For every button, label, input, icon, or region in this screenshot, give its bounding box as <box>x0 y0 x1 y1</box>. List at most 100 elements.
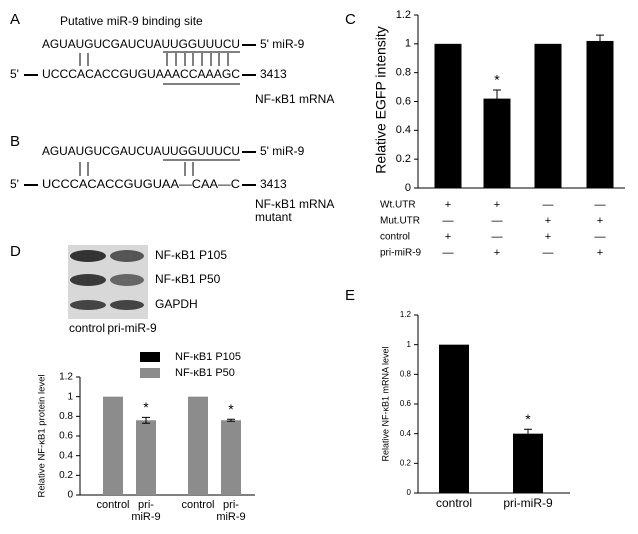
y-tick-label: 0.4 <box>400 429 412 438</box>
mrna-seq: UCCCACACCGUGUAA—CAA—C <box>42 177 240 191</box>
band-label: NF-κB1 P50 <box>155 272 221 286</box>
condition-sign: + <box>597 215 603 227</box>
y-tick-label: 0.8 <box>59 411 73 422</box>
condition-sign: + <box>445 199 451 211</box>
bar <box>103 396 123 495</box>
bar <box>439 344 469 493</box>
mirna-seq: AGUAUGUCGAUCUAUUGGUUUCU <box>42 37 240 51</box>
annotation: * <box>525 411 531 427</box>
legend-label: NF-κB1 P50 <box>175 367 235 379</box>
condition-sign: — <box>492 215 503 227</box>
condition-label: pri-miR-9 <box>380 248 422 259</box>
panel-label: E <box>345 287 355 304</box>
error-bar <box>493 89 501 108</box>
bar <box>434 43 462 189</box>
error-bar <box>596 34 604 48</box>
condition-sign: — <box>595 199 606 211</box>
condition-sign: + <box>445 231 451 243</box>
western-blot <box>68 245 148 319</box>
mrna-note: mutant <box>255 210 292 224</box>
bar <box>483 98 511 188</box>
y-tick-label: 0.4 <box>59 450 73 461</box>
bar <box>534 43 562 189</box>
x-tick-label: control <box>181 499 215 511</box>
y-tick-label: 1.2 <box>396 9 411 21</box>
mirna-label: 5' miR-9 <box>260 144 305 158</box>
bar <box>136 420 156 495</box>
y-tick-label: 0 <box>67 490 73 501</box>
band-label: NF-κB1 P105 <box>155 248 227 262</box>
y-tick-label: 0.6 <box>59 431 73 442</box>
y-tick-label: 0.8 <box>396 67 411 79</box>
x-label-box: pri-miR-9 <box>131 499 161 524</box>
condition-sign: + <box>597 247 603 259</box>
condition-sign: — <box>443 247 454 259</box>
condition-label: Wt.UTR <box>380 200 416 211</box>
condition-sign: + <box>494 199 500 211</box>
annotation: * <box>494 72 500 88</box>
y-axis-label: Relative NF-κB1 protein level <box>37 374 48 497</box>
y-axis-label: Relative EGFP intensity <box>373 26 389 174</box>
bar <box>513 433 543 493</box>
pairing-lines <box>79 53 229 66</box>
lane-label: control <box>69 321 105 335</box>
condition-sign: — <box>543 247 554 259</box>
y-tick-label: 0 <box>407 488 412 497</box>
y-tick-label: 0.2 <box>400 458 412 467</box>
x-tick-label: control <box>96 499 130 511</box>
condition-sign: + <box>545 231 551 243</box>
legend-label: NF-κB1 P105 <box>175 351 241 363</box>
x-tick-label: control <box>435 497 473 510</box>
mrna-prefix: 5' <box>10 177 19 191</box>
panel-label: B <box>10 133 20 150</box>
condition-sign: — <box>595 231 606 243</box>
x-tick-label: pri-miR-9 <box>216 499 246 524</box>
position: 3413 <box>260 177 287 191</box>
x-label-box: control <box>181 499 215 511</box>
y-tick-label: 0.4 <box>396 124 411 136</box>
mrna-label: NF-κB1 mRNA <box>255 197 334 211</box>
y-tick-label: 0.2 <box>59 470 73 481</box>
bar <box>221 420 241 495</box>
mirna-label: 5' miR-9 <box>260 37 305 51</box>
panel-label: C <box>345 11 356 28</box>
mrna-label: NF-κB1 mRNA <box>255 92 334 106</box>
error-bar <box>142 416 150 424</box>
condition-sign: + <box>494 247 500 259</box>
condition-sign: — <box>492 231 503 243</box>
legend-swatch <box>140 368 160 378</box>
y-tick-label: 0 <box>405 182 411 194</box>
position: 3413 <box>260 67 287 81</box>
condition-label: Mut.UTR <box>380 216 420 227</box>
y-tick-label: 0.8 <box>400 369 412 378</box>
annotation: * <box>228 401 234 417</box>
y-tick-label: 1.2 <box>400 310 412 319</box>
bar <box>188 396 208 495</box>
x-tick-label: pri-miR-9 <box>131 499 161 524</box>
mirna-seq: AGUAUGUCGAUCUAUUGGUUUCU <box>42 144 240 158</box>
panel-label: A <box>10 11 20 28</box>
x-label-box: control <box>96 499 130 511</box>
condition-label: control <box>380 232 410 243</box>
pairing-lines <box>79 162 194 176</box>
panel-label: D <box>10 243 21 260</box>
mrna-seq: UCCCACACCGUGUAAACCAAAGC <box>42 67 240 81</box>
lane-label: pri-miR-9 <box>107 321 157 335</box>
y-tick-label: 1.2 <box>59 372 73 383</box>
condition-sign: — <box>443 215 454 227</box>
x-label-box: pri-miR-9 <box>503 497 553 510</box>
error-bar <box>524 428 532 439</box>
legend-swatch <box>140 352 160 362</box>
condition-sign: — <box>543 199 554 211</box>
y-tick-label: 1 <box>67 391 73 402</box>
error-bar <box>227 418 235 422</box>
y-tick-label: 1 <box>405 38 411 50</box>
y-axis-label: Relative NF-κB1 mRNA level <box>380 346 390 461</box>
panel-title: Putative miR-9 binding site <box>60 14 203 28</box>
x-label-box: pri-miR-9 <box>216 499 246 524</box>
x-tick-label: pri-miR-9 <box>503 497 553 510</box>
band-label: GAPDH <box>155 297 198 311</box>
condition-sign: + <box>545 215 551 227</box>
